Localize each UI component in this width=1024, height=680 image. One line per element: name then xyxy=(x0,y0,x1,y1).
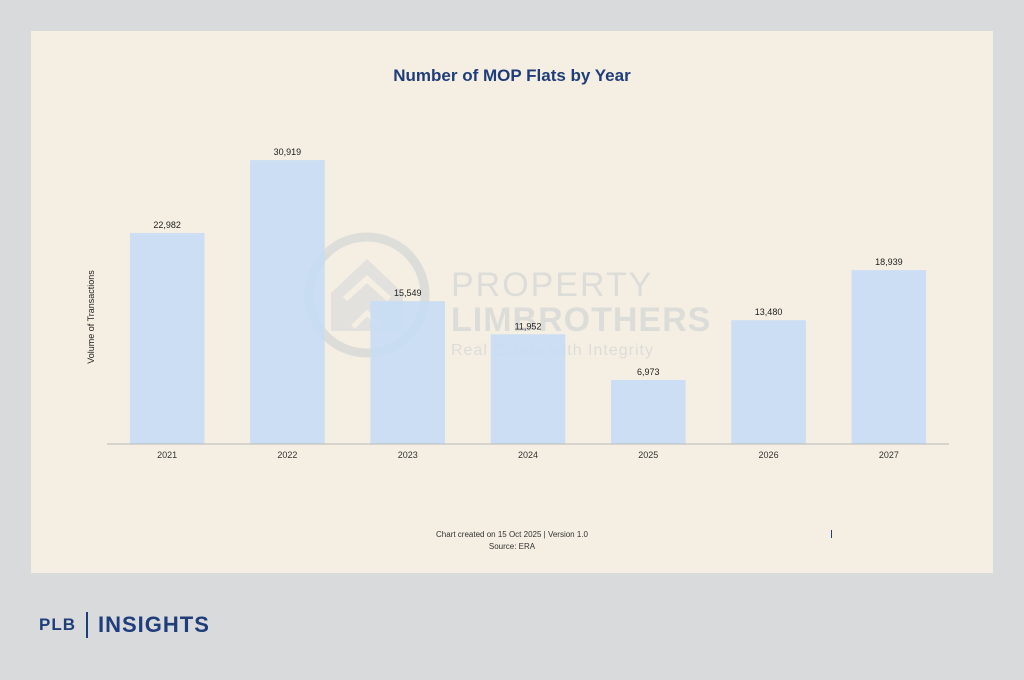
watermark-text-limbrothers: LIMBROTHERS xyxy=(451,301,711,339)
bar-chart: PROPERTY LIMBROTHERS Real Estate with In… xyxy=(107,147,949,460)
bar-2027 xyxy=(851,270,927,444)
x-tick-label-2023: 2023 xyxy=(398,450,418,460)
data-label-2023: 15,549 xyxy=(394,288,422,298)
brand-short-name: PLB xyxy=(39,615,76,634)
data-label-2024: 11,952 xyxy=(515,321,542,331)
bar-2024 xyxy=(490,334,566,444)
x-tick-label-2025: 2025 xyxy=(638,450,658,460)
chart-title: Number of MOP Flats by Year xyxy=(393,66,631,85)
data-label-2027: 18,939 xyxy=(875,257,903,267)
y-axis-label: Volume of Transactions xyxy=(86,270,96,364)
bar-2026 xyxy=(731,320,806,444)
x-tick-label-2024: 2024 xyxy=(518,450,538,460)
brand-logo: PLB INSIGHTS xyxy=(39,612,210,638)
data-label-2022: 30,919 xyxy=(274,147,302,157)
x-tick-label-2022: 2022 xyxy=(277,450,297,460)
chart-panel: Number of MOP Flats by Year PROPERTY LIM… xyxy=(31,31,993,573)
chart-source-note: Source: ERA xyxy=(488,542,536,551)
data-label-2025: 6,973 xyxy=(637,367,660,377)
watermark-text-property: PROPERTY xyxy=(451,266,653,304)
bar-2022 xyxy=(250,160,325,444)
x-tick-label-2027: 2027 xyxy=(879,450,899,460)
x-tick-label-2026: 2026 xyxy=(759,450,779,460)
data-label-2021: 22,982 xyxy=(153,220,181,230)
bar-2021 xyxy=(129,232,205,444)
brand-divider xyxy=(86,612,88,638)
x-tick-label-2021: 2021 xyxy=(157,450,177,460)
bar-2025 xyxy=(610,379,686,444)
chart-created-note: Chart created on 15 Oct 2025 | Version 1… xyxy=(436,530,588,539)
data-label-2026: 13,480 xyxy=(755,307,783,317)
footer-marker xyxy=(831,530,832,538)
brand-section-name: INSIGHTS xyxy=(98,612,210,637)
bar-2023 xyxy=(370,301,446,444)
